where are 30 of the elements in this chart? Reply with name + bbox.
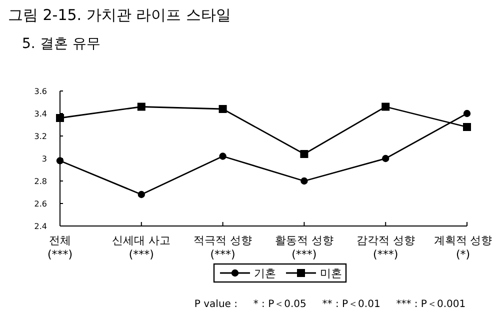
point [463, 123, 471, 131]
point [382, 102, 390, 111]
chart-title: 그림 2-15. 가치관 라이프 스타일 [8, 6, 231, 24]
point [300, 150, 308, 158]
y-tick-label: 3.2 [34, 132, 47, 141]
point [219, 152, 226, 160]
x-tick-label: 신세대 사고 (***) [112, 234, 171, 261]
x-tick-label: 전체 (***) [47, 234, 73, 261]
y-tick-label: 3 [42, 154, 47, 164]
point [56, 157, 64, 164]
x-tick-label: 계획적 성향 (*) [434, 234, 492, 261]
point [463, 110, 471, 118]
point [218, 105, 227, 113]
x-tick-label: 적극적 성향 (***) [194, 234, 252, 261]
point [137, 102, 146, 111]
y-tick-label: 2.8 [34, 177, 47, 186]
x-tick-label: 감각적 성향 (***) [356, 234, 415, 261]
point [56, 114, 64, 122]
y-tick-label: 2.4 [34, 222, 47, 231]
point [138, 190, 145, 198]
y-tick-label: 3.4 [34, 110, 47, 118]
point [382, 154, 390, 162]
x-tick-label: 활동적 성향 (***) [274, 234, 334, 261]
legend-label: 기혼 [254, 267, 276, 280]
point [300, 177, 308, 185]
text: P value : * : P＜0.05 ** : P＜0.01 *** : P＜0.001 [194, 299, 466, 310]
y-tick-label: 3.6 [34, 87, 47, 96]
legend-label: 미혼 [320, 267, 342, 280]
chart-subtitle: 5. 결혼 유무 [22, 36, 100, 52]
y-tick-label: 2.6 [34, 200, 47, 208]
